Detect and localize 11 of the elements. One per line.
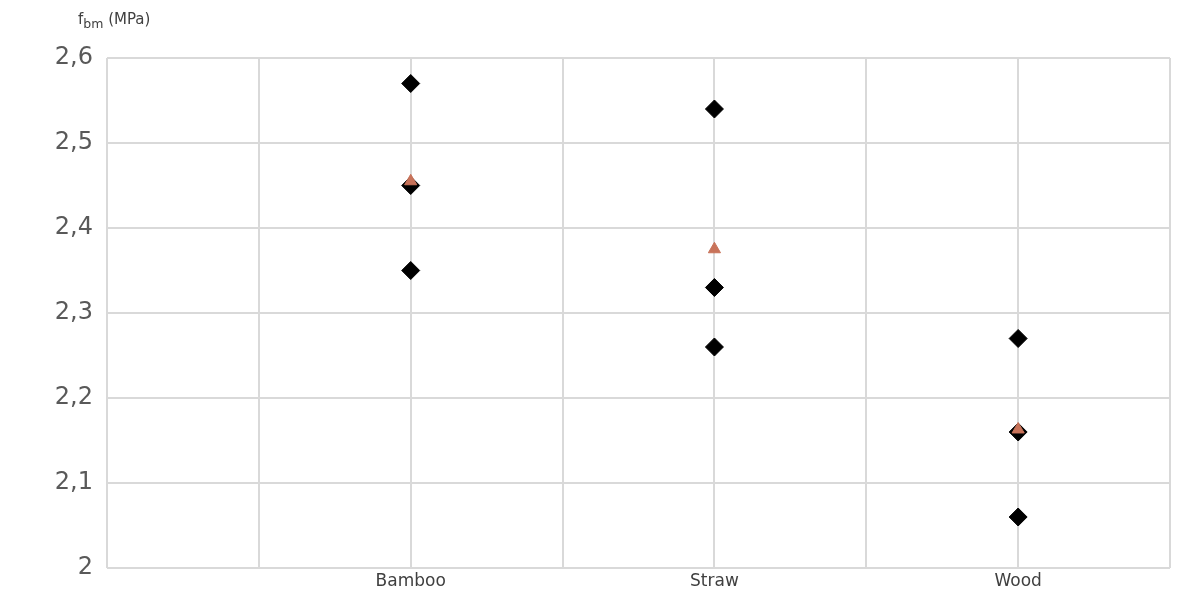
x-tick-label: Straw [690, 569, 739, 590]
y-tick-label: 2,5 [54, 127, 93, 156]
x-tick-label: Bamboo [375, 569, 446, 590]
y-tick-label: 2,1 [54, 467, 93, 496]
y-tick-label: 2,2 [54, 382, 93, 411]
x-tick-label: Wood [994, 569, 1042, 590]
y-tick-label: 2 [77, 552, 93, 581]
y-tick-label: 2,4 [54, 212, 93, 241]
y-tick-label: 2,6 [54, 42, 93, 71]
y-axis-title: f$_{bm}$ (MPa) [78, 10, 151, 31]
y-tick-label: 2,3 [54, 297, 93, 326]
